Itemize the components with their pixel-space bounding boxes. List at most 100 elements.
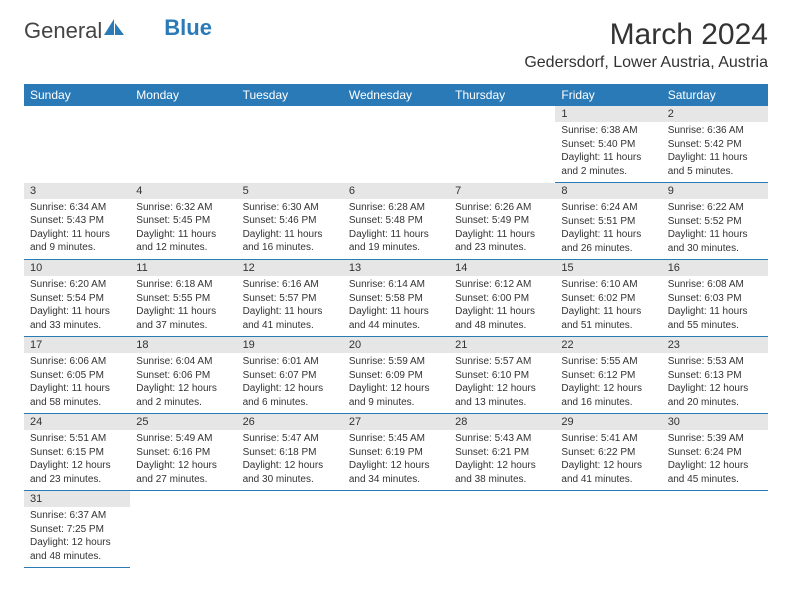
sunrise: Sunrise: 6:30 AM [243,201,337,215]
sunrise: Sunrise: 6:04 AM [136,355,230,369]
calendar-cell: 18Sunrise: 6:04 AMSunset: 6:06 PMDayligh… [130,337,236,414]
calendar-cell [130,106,236,183]
day-info: Sunrise: 6:04 AMSunset: 6:06 PMDaylight:… [130,353,236,413]
day-number: 6 [343,183,449,199]
sunrise: Sunrise: 6:28 AM [349,201,443,215]
sunset: Sunset: 6:16 PM [136,446,230,460]
daylight: Daylight: 11 hours and 58 minutes. [30,382,124,409]
day-info: Sunrise: 6:32 AMSunset: 5:45 PMDaylight:… [130,199,236,259]
sunrise: Sunrise: 5:59 AM [349,355,443,369]
daylight: Daylight: 12 hours and 9 minutes. [349,382,443,409]
sunset: Sunset: 6:09 PM [349,369,443,383]
sunset: Sunset: 6:21 PM [455,446,549,460]
daylight: Daylight: 12 hours and 41 minutes. [561,459,655,486]
calendar-cell: 2Sunrise: 6:36 AMSunset: 5:42 PMDaylight… [662,106,768,183]
day-number: 28 [449,414,555,430]
calendar-cell: 22Sunrise: 5:55 AMSunset: 6:12 PMDayligh… [555,337,661,414]
daylight: Daylight: 11 hours and 41 minutes. [243,305,337,332]
calendar-cell: 23Sunrise: 5:53 AMSunset: 6:13 PMDayligh… [662,337,768,414]
header: General Blue March 2024 Gedersdorf, Lowe… [24,18,768,72]
sunset: Sunset: 6:12 PM [561,369,655,383]
sunrise: Sunrise: 5:39 AM [668,432,762,446]
day-info: Sunrise: 6:37 AMSunset: 7:25 PMDaylight:… [24,507,130,567]
sunset: Sunset: 5:55 PM [136,292,230,306]
sunset: Sunset: 6:18 PM [243,446,337,460]
day-info: Sunrise: 6:20 AMSunset: 5:54 PMDaylight:… [24,276,130,336]
calendar-cell: 17 Sunrise: 6:06 AMSunset: 6:05 PMDayligh… [24,337,130,414]
day-header-row: Sunday Monday Tuesday Wednesday Thursday… [24,84,768,106]
day-number: 30 [662,414,768,430]
day-header: Saturday [662,84,768,106]
daylight: Daylight: 11 hours and 9 minutes. [30,228,124,255]
day-number: 23 [662,337,768,353]
sunset: Sunset: 6:19 PM [349,446,443,460]
page-title: March 2024 [524,18,768,52]
daylight: Daylight: 11 hours and 37 minutes. [136,305,230,332]
calendar-cell: 1Sunrise: 6:38 AMSunset: 5:40 PMDaylight… [555,106,661,183]
day-number: 2 [662,106,768,122]
daylight: Daylight: 11 hours and 23 minutes. [455,228,549,255]
calendar-cell: 9Sunrise: 6:22 AMSunset: 5:52 PMDaylight… [662,183,768,260]
logo: General Blue [24,18,212,44]
calendar-cell: 8Sunrise: 6:24 AMSunset: 5:51 PMDaylight… [555,183,661,260]
day-number: 21 [449,337,555,353]
day-header: Thursday [449,84,555,106]
sunrise: Sunrise: 6:16 AM [243,278,337,292]
calendar-cell: 28Sunrise: 5:43 AMSunset: 6:21 PMDayligh… [449,414,555,491]
day-info: Sunrise: 6:28 AMSunset: 5:48 PMDaylight:… [343,199,449,259]
sunset: Sunset: 5:42 PM [668,138,762,152]
sunset: Sunset: 5:45 PM [136,214,230,228]
day-info: Sunrise: 5:39 AMSunset: 6:24 PMDaylight:… [662,430,768,490]
day-number: 5 [237,183,343,199]
sunset: Sunset: 6:05 PM [30,369,124,383]
daylight: Daylight: 11 hours and 5 minutes. [668,151,762,178]
daylight: Daylight: 11 hours and 19 minutes. [349,228,443,255]
sunrise: Sunrise: 5:41 AM [561,432,655,446]
sunrise: Sunrise: 5:45 AM [349,432,443,446]
day-number: 9 [662,183,768,199]
sunset: Sunset: 6:15 PM [30,446,124,460]
sunrise: Sunrise: 6:20 AM [30,278,124,292]
sunrise: Sunrise: 5:53 AM [668,355,762,369]
calendar-cell: 27Sunrise: 5:45 AMSunset: 6:19 PMDayligh… [343,414,449,491]
sunset: Sunset: 6:13 PM [668,369,762,383]
calendar-row: 3Sunrise: 6:34 AMSunset: 5:43 PMDaylight… [24,183,768,260]
day-info: Sunrise: 6:14 AMSunset: 5:58 PMDaylight:… [343,276,449,336]
sunrise: Sunrise: 5:55 AM [561,355,655,369]
day-number: 25 [130,414,236,430]
day-info: Sunrise: 6:16 AMSunset: 5:57 PMDaylight:… [237,276,343,336]
day-info: Sunrise: 6:18 AMSunset: 5:55 PMDaylight:… [130,276,236,336]
sunset: Sunset: 5:43 PM [30,214,124,228]
calendar-cell [449,106,555,183]
calendar-row: 10Sunrise: 6:20 AMSunset: 5:54 PMDayligh… [24,260,768,337]
day-number: 12 [237,260,343,276]
calendar-cell: 10Sunrise: 6:20 AMSunset: 5:54 PMDayligh… [24,260,130,337]
day-number: 24 [24,414,130,430]
daylight: Daylight: 12 hours and 13 minutes. [455,382,549,409]
calendar-cell: 31Sunrise: 6:37 AMSunset: 7:25 PMDayligh… [24,491,130,568]
sunset: Sunset: 6:10 PM [455,369,549,383]
calendar-cell: 24Sunrise: 5:51 AMSunset: 6:15 PMDayligh… [24,414,130,491]
sunset: Sunset: 5:52 PM [668,215,762,229]
sunset: Sunset: 5:46 PM [243,214,337,228]
calendar-cell: 29Sunrise: 5:41 AMSunset: 6:22 PMDayligh… [555,414,661,491]
calendar-cell [237,491,343,568]
day-number: 11 [130,260,236,276]
daylight: Daylight: 12 hours and 27 minutes. [136,459,230,486]
sunrise: Sunrise: 6:32 AM [136,201,230,215]
day-info: Sunrise: 6:34 AMSunset: 5:43 PMDaylight:… [24,199,130,259]
daylight: Daylight: 11 hours and 44 minutes. [349,305,443,332]
daylight: Daylight: 11 hours and 33 minutes. [30,305,124,332]
sunrise: Sunrise: 6:26 AM [455,201,549,215]
calendar-cell: 25Sunrise: 5:49 AMSunset: 6:16 PMDayligh… [130,414,236,491]
sunrise: Sunrise: 6:06 AM [30,355,124,369]
day-info: Sunrise: 6:30 AMSunset: 5:46 PMDaylight:… [237,199,343,259]
day-number: 17 [24,337,130,353]
day-number: 14 [449,260,555,276]
calendar-cell [343,491,449,568]
day-number: 31 [24,491,130,507]
day-info: Sunrise: 6:22 AMSunset: 5:52 PMDaylight:… [662,199,768,259]
title-block: March 2024 Gedersdorf, Lower Austria, Au… [524,18,768,72]
calendar-cell: 3Sunrise: 6:34 AMSunset: 5:43 PMDaylight… [24,183,130,260]
sunrise: Sunrise: 6:22 AM [668,201,762,215]
